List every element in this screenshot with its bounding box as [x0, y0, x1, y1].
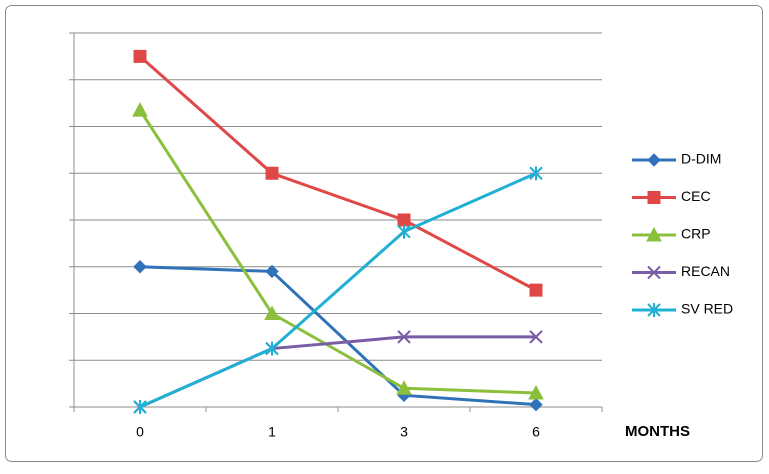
- marker: [646, 226, 662, 242]
- marker: [397, 213, 411, 227]
- marker: [264, 305, 280, 320]
- x-tick-label: 3: [400, 424, 408, 440]
- marker: [647, 191, 661, 204]
- marker: [132, 102, 148, 117]
- x-tick-label: 6: [532, 424, 540, 440]
- x-axis-title: MONTHS: [625, 423, 690, 440]
- marker: [265, 341, 279, 356]
- legend-label: CRP: [681, 226, 711, 242]
- x-tick-label: 0: [136, 424, 144, 440]
- marker: [647, 265, 661, 280]
- marker: [528, 384, 544, 400]
- marker: [397, 224, 411, 239]
- marker: [529, 166, 543, 181]
- series-line: [138, 109, 537, 395]
- marker: [529, 330, 543, 344]
- marker: [396, 380, 412, 395]
- x-tick-label: 1: [268, 424, 276, 440]
- marker: [265, 264, 279, 279]
- marker: [397, 330, 411, 344]
- series-line: [139, 265, 537, 407]
- marker: [647, 153, 661, 167]
- marker: [133, 260, 147, 274]
- legend-label: RECAN: [681, 263, 730, 279]
- marker: [133, 49, 147, 63]
- series-line: [139, 55, 537, 292]
- marker: [133, 400, 147, 414]
- chart-border: [5, 5, 763, 462]
- legend-label: CEC: [681, 188, 711, 204]
- marker: [647, 303, 661, 317]
- legend-label: D-DIM: [681, 151, 721, 167]
- marker: [265, 166, 279, 180]
- legend-label: SV RED: [681, 301, 733, 317]
- series-line: [139, 171, 537, 409]
- marker: [529, 283, 543, 297]
- marker: [529, 397, 543, 412]
